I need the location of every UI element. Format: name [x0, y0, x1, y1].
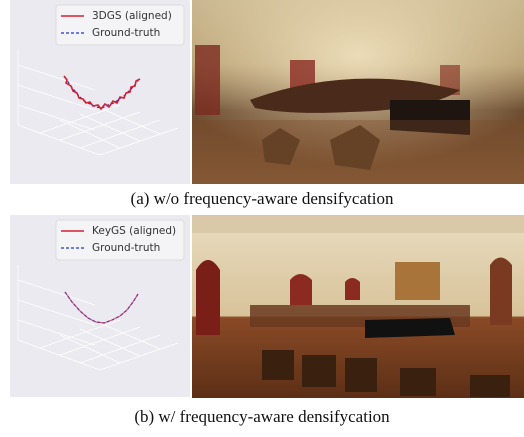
caption: (b) w/ frequency-aware densifycation: [134, 407, 390, 426]
caption: (a) w/o frequency-aware densifycation: [131, 189, 394, 208]
legend-label: 3DGS (aligned): [92, 10, 172, 22]
trajectory-plot: KeyGS (aligned) Ground-truth: [10, 215, 190, 397]
legend-label: KeyGS (aligned): [92, 225, 176, 237]
trajectory-plot: 3DGS (aligned) Ground-truth: [10, 0, 190, 184]
legend-label: Ground-truth: [92, 242, 160, 254]
render-image: [192, 0, 524, 184]
figure: 3DGS (aligned) Ground-truth (a) w/o freq…: [0, 0, 524, 437]
legend-label: Ground-truth: [92, 27, 160, 39]
render-image: [192, 215, 524, 398]
